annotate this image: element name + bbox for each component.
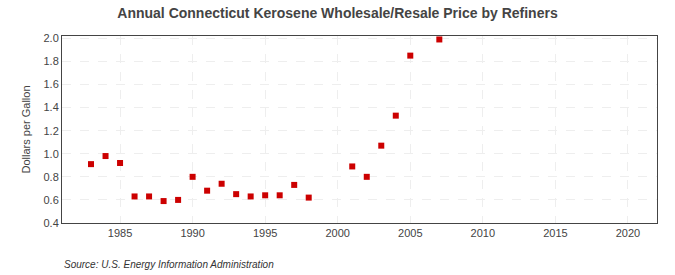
svg-text:0.8: 0.8 xyxy=(44,171,59,183)
svg-text:2010: 2010 xyxy=(471,227,495,239)
svg-text:Source: U.S. Energy Informatio: Source: U.S. Energy Information Administ… xyxy=(64,259,274,270)
svg-text:0.4: 0.4 xyxy=(44,217,59,229)
svg-text:2.0: 2.0 xyxy=(44,32,59,44)
svg-text:0.6: 0.6 xyxy=(44,194,59,206)
svg-text:1990: 1990 xyxy=(180,227,204,239)
svg-text:1.0: 1.0 xyxy=(44,148,59,160)
svg-text:1.4: 1.4 xyxy=(44,101,59,113)
svg-text:Dollars per Gallon: Dollars per Gallon xyxy=(20,85,32,173)
svg-text:1985: 1985 xyxy=(108,227,132,239)
svg-text:1.8: 1.8 xyxy=(44,55,59,67)
svg-text:1.2: 1.2 xyxy=(44,124,59,136)
svg-text:2020: 2020 xyxy=(616,227,640,239)
svg-text:2015: 2015 xyxy=(543,227,567,239)
svg-text:1.6: 1.6 xyxy=(44,78,59,90)
svg-text:2005: 2005 xyxy=(398,227,422,239)
svg-text:2000: 2000 xyxy=(325,227,349,239)
svg-text:Annual Connecticut Kerosene Wh: Annual Connecticut Kerosene Wholesale/Re… xyxy=(117,5,558,21)
svg-text:1995: 1995 xyxy=(253,227,277,239)
